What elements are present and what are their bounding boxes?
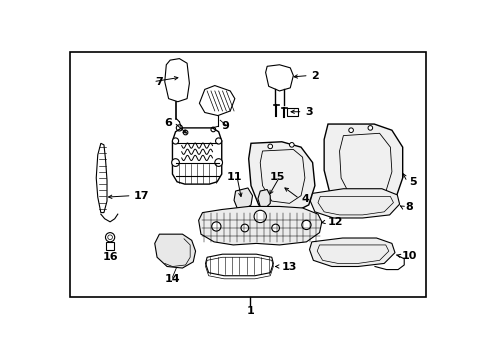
Polygon shape: [257, 189, 270, 208]
Text: 15: 15: [269, 172, 285, 182]
Text: 14: 14: [164, 274, 180, 284]
Polygon shape: [164, 59, 189, 102]
Circle shape: [214, 159, 222, 166]
Text: 12: 12: [327, 217, 343, 227]
Circle shape: [367, 126, 372, 130]
Polygon shape: [234, 188, 252, 210]
Circle shape: [105, 233, 115, 242]
Circle shape: [211, 222, 221, 231]
Polygon shape: [248, 142, 314, 213]
Bar: [286, 108, 297, 116]
Circle shape: [176, 125, 182, 131]
Text: 13: 13: [281, 261, 297, 271]
Circle shape: [271, 224, 279, 232]
Text: 16: 16: [102, 252, 118, 262]
Text: 3: 3: [305, 107, 312, 117]
Text: 11: 11: [226, 172, 242, 182]
Text: 7: 7: [155, 77, 163, 87]
Text: 9: 9: [221, 121, 229, 131]
Text: 2: 2: [310, 71, 318, 81]
Text: 17: 17: [134, 191, 149, 201]
Polygon shape: [154, 234, 195, 268]
Text: 10: 10: [401, 251, 416, 261]
Text: 6: 6: [163, 117, 171, 127]
Polygon shape: [310, 189, 399, 218]
Circle shape: [289, 143, 293, 147]
Text: 1: 1: [246, 306, 254, 316]
Text: 5: 5: [409, 177, 416, 187]
Circle shape: [183, 130, 187, 135]
Polygon shape: [265, 65, 293, 91]
Polygon shape: [309, 238, 394, 266]
Polygon shape: [324, 124, 402, 215]
Polygon shape: [198, 206, 321, 245]
Circle shape: [210, 127, 215, 132]
Circle shape: [267, 144, 272, 149]
Polygon shape: [205, 254, 273, 276]
Circle shape: [301, 220, 310, 230]
Circle shape: [172, 138, 178, 144]
Circle shape: [254, 210, 266, 222]
Text: 8: 8: [404, 202, 412, 212]
Text: 4: 4: [301, 194, 309, 204]
Bar: [70, 53, 425, 297]
Bar: [106, 242, 114, 249]
Circle shape: [241, 224, 248, 232]
Circle shape: [107, 235, 112, 239]
Circle shape: [171, 159, 179, 166]
Circle shape: [348, 128, 353, 132]
Circle shape: [215, 138, 221, 144]
